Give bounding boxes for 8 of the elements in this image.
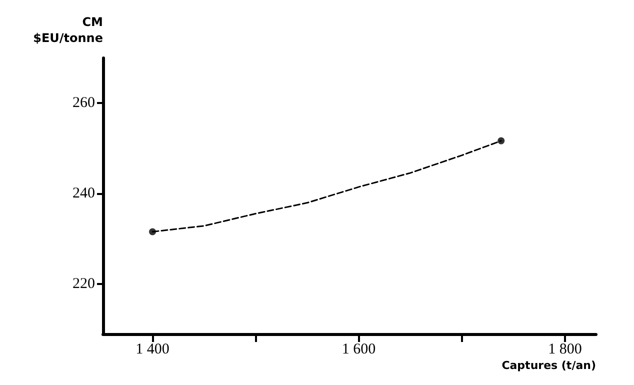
y-tick-label: 220 [72,276,95,292]
y-axis-title: CM $EU/tonne [33,15,103,45]
x-tick-label: 1 600 [342,342,376,358]
x-axis-title: Captures (t/an) [502,359,596,372]
x-tick-label: 1 400 [136,342,170,358]
y-tick-label: 260 [72,95,95,112]
x-tick-label: 1 800 [548,342,582,358]
y-tick-label: 240 [72,186,95,202]
